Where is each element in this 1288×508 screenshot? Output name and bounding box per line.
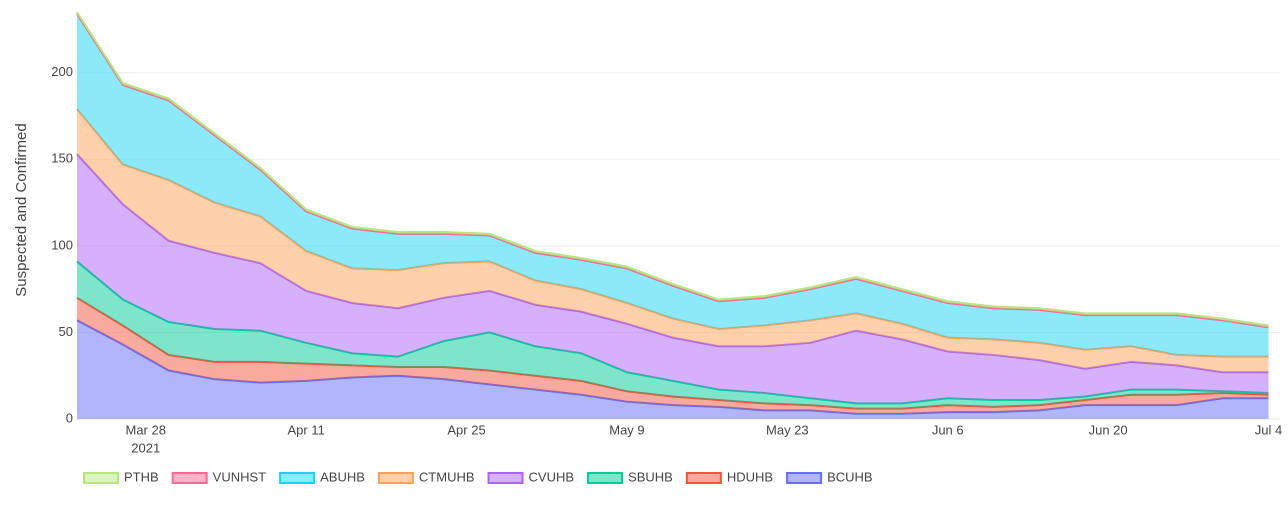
legend-swatch (786, 472, 823, 484)
legend-swatch (587, 472, 624, 484)
area-fill (77, 109, 1269, 373)
legend-item: ABUHB (279, 469, 365, 484)
legend-item: SBUHB (587, 469, 673, 484)
legend-item: VUNHST (171, 469, 267, 484)
y-tick-label: 100 (51, 237, 73, 252)
legend-label: BCUHB (827, 469, 873, 484)
legend-label: SBUHB (628, 469, 673, 484)
legend-item: CVUHB (487, 469, 575, 484)
legend-label: VUNHST (213, 469, 267, 484)
legend-item: BCUHB (786, 469, 873, 484)
legend-item: CTMUHB (377, 469, 475, 484)
area-fill (77, 154, 1269, 404)
legend-label: PTHB (124, 469, 159, 484)
y-tick-label: 0 (66, 410, 73, 425)
x-tick-label: Apr 25 (447, 422, 485, 437)
legend-swatch (83, 472, 119, 484)
x-tick-label: Jun 6 (932, 422, 964, 437)
legend-swatch (377, 472, 414, 484)
x-tick-label: Jun 20 (1089, 422, 1128, 437)
area-line (76, 11, 1269, 327)
area-fill (77, 261, 1269, 409)
y-tick-label: 50 (59, 324, 73, 339)
legend-swatch (171, 472, 208, 484)
area-line (76, 296, 1269, 410)
legend-item: HDUHB (685, 469, 773, 484)
x-tick-label: May 23 (766, 422, 809, 437)
area-line (76, 319, 1269, 415)
legend-label: ABUHB (320, 469, 365, 484)
area-fill (77, 297, 1269, 414)
legend-label: CVUHB (529, 469, 575, 484)
legend-swatch (279, 472, 316, 484)
legend-label: CTMUHB (419, 469, 475, 484)
y-tick-label: 200 (51, 64, 73, 79)
legend-item: PTHB (83, 469, 159, 484)
x-tick-label: Mar 28 (126, 422, 166, 437)
x-tick-label: Jul 4 (1255, 422, 1282, 437)
legend-label: HDUHB (727, 469, 773, 484)
x-year-label: 2021 (131, 440, 160, 455)
x-tick-label: Apr 11 (287, 422, 324, 437)
x-tick-label: May 9 (609, 422, 644, 437)
legend-swatch (487, 472, 524, 484)
y-axis-title: Suspected and Confirmed (13, 123, 30, 296)
y-tick-label: 150 (51, 151, 73, 166)
legend-swatch (685, 472, 722, 484)
area-fill (77, 13, 1269, 357)
area-fill (77, 320, 1269, 419)
